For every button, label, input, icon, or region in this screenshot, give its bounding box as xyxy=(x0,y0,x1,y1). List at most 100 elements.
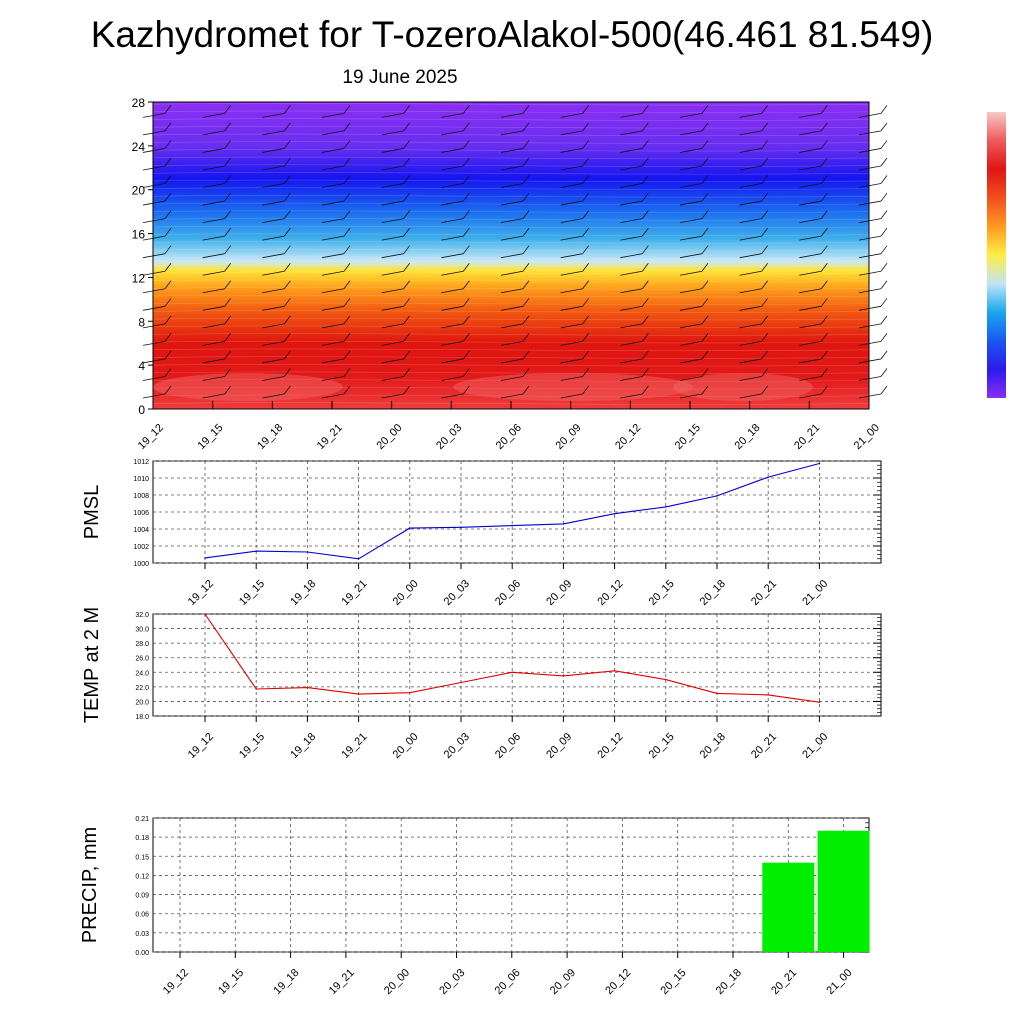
wind-barb xyxy=(679,122,709,136)
pmsl-x-tick-label: 20_03 xyxy=(442,578,472,608)
wind-barb xyxy=(799,105,828,118)
wind-barb xyxy=(500,262,530,276)
temp-y-tick-label: 18.0 xyxy=(135,714,149,721)
wind-barb xyxy=(142,333,172,346)
pmsl-y-tick-label: 1006 xyxy=(133,510,149,517)
wind-barb xyxy=(381,385,410,399)
temp-data-point xyxy=(306,686,309,689)
pmsl-x-tick-label: 20_00 xyxy=(391,578,421,608)
y-tick-label: 24 xyxy=(132,140,146,154)
page-title: Kazhydromet for T-ozeroAlakol-500(46.461… xyxy=(90,14,934,55)
wind-barb xyxy=(202,192,231,206)
precip-axis-title: PRECIP, mm xyxy=(79,827,101,943)
wind-barb xyxy=(321,105,351,118)
wind-barb xyxy=(739,227,768,241)
contour-line xyxy=(152,133,870,137)
precip-x-tick-label: 21_00 xyxy=(824,967,854,997)
temp-data-point xyxy=(357,693,360,695)
wind-barb xyxy=(142,298,172,311)
contour-line xyxy=(152,103,870,106)
wind-barb xyxy=(142,122,172,136)
wind-barb xyxy=(739,140,768,153)
wind-barb xyxy=(858,227,888,241)
precip-y-tick-label: 0.00 xyxy=(135,950,149,957)
y-tick-label: 20 xyxy=(132,184,146,198)
wind-barb xyxy=(679,140,709,153)
contour-line xyxy=(152,271,870,275)
wind-barb xyxy=(142,350,172,364)
wind-barb xyxy=(560,368,589,381)
precip-x-tick-label: 19_18 xyxy=(271,967,301,997)
wind-barb xyxy=(321,192,351,206)
wind-barb xyxy=(321,122,351,136)
wind-barb xyxy=(500,333,530,346)
wind-barb xyxy=(262,350,291,364)
wind-barb xyxy=(858,245,888,259)
wind-barb xyxy=(500,175,530,188)
wind-barb xyxy=(500,315,530,329)
y-tick-label: 8 xyxy=(138,315,145,329)
temp-data-point xyxy=(255,688,257,690)
temp-frame xyxy=(152,613,882,717)
pmsl-y-tick-label: 1002 xyxy=(133,544,149,551)
wind-barb xyxy=(799,333,828,346)
wind-barb xyxy=(500,245,530,259)
pmsl-data-point xyxy=(511,524,513,527)
wind-barb xyxy=(202,122,231,136)
wind-barb xyxy=(500,157,530,171)
precip-y-tick-label: 0.15 xyxy=(135,854,149,861)
wind-barb xyxy=(858,385,888,399)
wind-barb xyxy=(441,210,470,224)
temp-data-point xyxy=(716,692,718,695)
precip-x-tick-label: 20_12 xyxy=(603,967,633,997)
temp-x-tick-label: 20_09 xyxy=(544,731,574,761)
wind-barb xyxy=(858,368,888,381)
temp-y-tick-label: 30.0 xyxy=(135,627,149,634)
pmsl-x-tick-label: 20_18 xyxy=(698,578,728,608)
wind-barb xyxy=(321,280,351,294)
wind-barb xyxy=(560,122,589,136)
temp-x-tick-label: 19_15 xyxy=(237,731,267,761)
wind-barb xyxy=(381,175,410,188)
wind-barb xyxy=(739,175,768,188)
precip-y-tick-label: 0.18 xyxy=(135,835,149,842)
wind-barb xyxy=(381,333,410,346)
wind-barb xyxy=(142,140,172,153)
wind-barb xyxy=(202,368,231,381)
temp-data-point xyxy=(665,678,667,681)
wind-barb xyxy=(441,245,470,259)
wind-barb xyxy=(799,298,828,311)
wind-barb xyxy=(679,210,709,224)
wind-barb xyxy=(620,333,649,346)
wind-barb xyxy=(381,105,410,118)
wind-barb xyxy=(262,280,291,294)
wind-barb xyxy=(142,210,172,224)
wind-barb xyxy=(441,385,470,399)
precip-x-tick-label: 20_18 xyxy=(714,967,744,997)
wind-barb xyxy=(441,192,470,206)
wind-barb xyxy=(441,122,470,136)
wind-barb xyxy=(679,175,709,188)
wind-barb xyxy=(321,333,351,346)
temp-data-point xyxy=(767,694,769,696)
x-tick-label: 19_12 xyxy=(136,422,166,452)
wind-barb xyxy=(321,227,351,241)
contour-line xyxy=(152,248,870,252)
contour-line xyxy=(152,317,870,321)
wind-barb xyxy=(679,385,709,399)
wind-barb xyxy=(739,333,768,346)
pmsl-x-tick-label: 19_12 xyxy=(186,578,216,608)
wind-barb xyxy=(500,350,530,364)
wind-barb xyxy=(799,157,828,171)
temp-data-point xyxy=(460,681,462,684)
temp-x-tick-label: 21_00 xyxy=(800,731,830,761)
temp-x-tick-label: 20_18 xyxy=(698,731,728,761)
x-tick-label: 20_06 xyxy=(494,422,524,452)
wind-barb xyxy=(679,227,709,241)
y-tick-label: 12 xyxy=(132,271,146,285)
wind-barb xyxy=(739,315,768,329)
wind-barb xyxy=(679,368,709,381)
wind-barb xyxy=(620,368,649,381)
wind-barb xyxy=(679,192,709,206)
